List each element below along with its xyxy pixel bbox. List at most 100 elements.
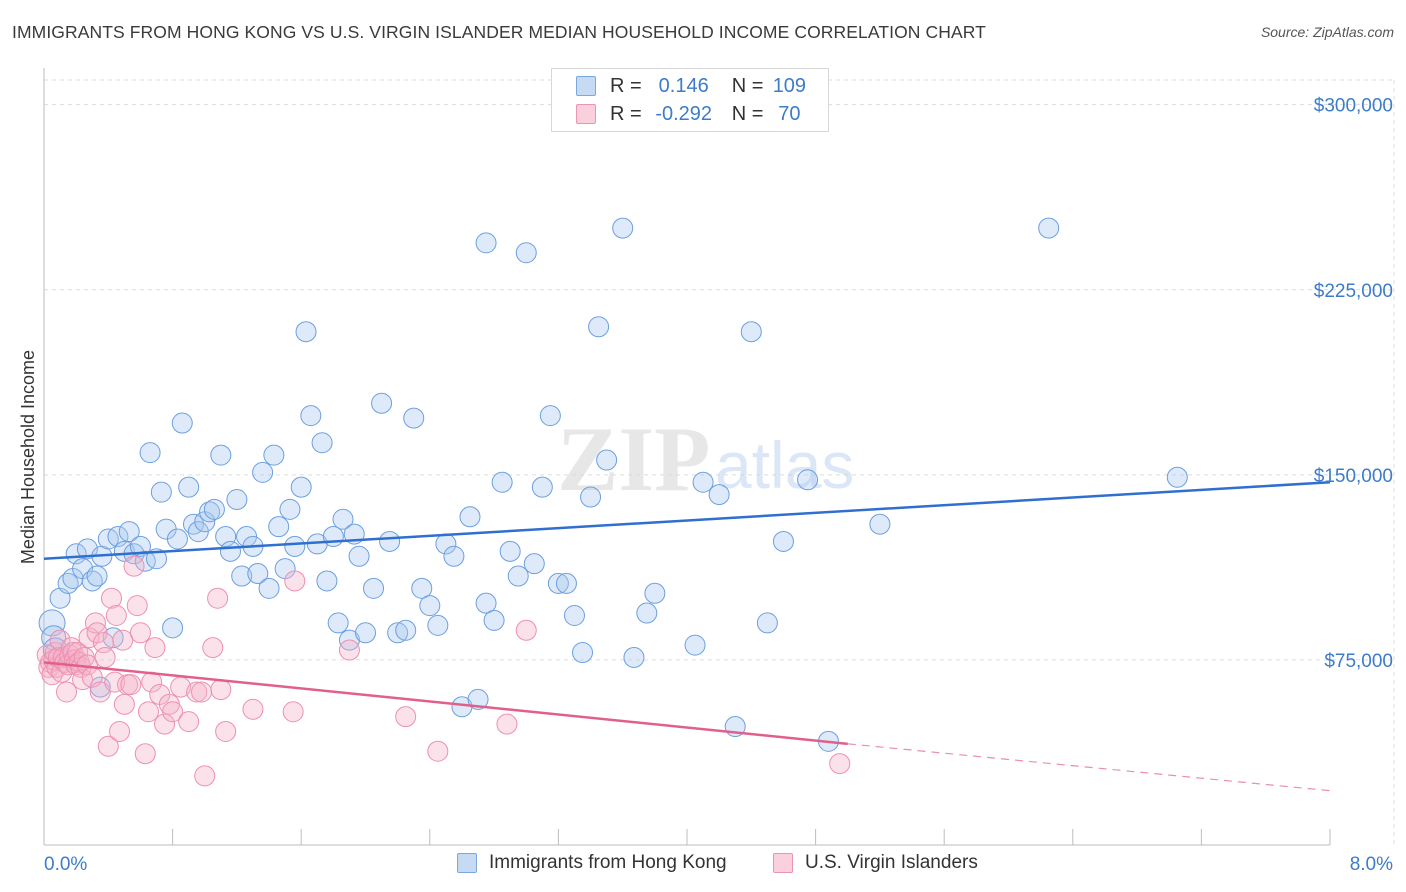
point-hong-kong bbox=[290, 476, 312, 498]
point-hong-kong bbox=[572, 642, 594, 664]
point-hong-kong bbox=[150, 481, 172, 503]
point-hong-kong bbox=[539, 405, 561, 427]
point-hong-kong bbox=[475, 592, 497, 614]
point-virgin-islanders bbox=[144, 637, 166, 659]
point-hong-kong bbox=[268, 516, 290, 538]
point-hong-kong bbox=[797, 469, 819, 491]
point-hong-kong bbox=[300, 405, 322, 427]
series-legend-virgin-islanders[interactable]: U.S. Virgin Islanders bbox=[773, 852, 978, 874]
point-hong-kong bbox=[580, 486, 602, 508]
point-hong-kong bbox=[252, 461, 274, 483]
point-hong-kong bbox=[118, 521, 140, 543]
point-hong-kong bbox=[403, 407, 425, 429]
point-virgin-islanders bbox=[129, 622, 151, 644]
point-hong-kong bbox=[178, 476, 200, 498]
point-virgin-islanders bbox=[242, 698, 264, 720]
point-hong-kong bbox=[459, 506, 481, 528]
point-hong-kong bbox=[475, 232, 497, 254]
point-virgin-islanders bbox=[496, 713, 518, 735]
watermark-zip: ZIP bbox=[557, 408, 710, 510]
point-virgin-islanders bbox=[202, 637, 224, 659]
point-hong-kong bbox=[411, 577, 433, 599]
x-tick-label: 0.0% bbox=[44, 854, 87, 875]
point-virgin-islanders bbox=[282, 701, 304, 723]
point-hong-kong bbox=[371, 392, 393, 414]
point-virgin-islanders bbox=[101, 587, 123, 609]
point-virgin-islanders bbox=[215, 720, 237, 742]
point-virgin-islanders bbox=[210, 679, 232, 701]
legend-n-value: 109 bbox=[772, 74, 807, 97]
point-hong-kong bbox=[355, 622, 376, 644]
point-virgin-islanders bbox=[186, 681, 208, 703]
point-virgin-islanders bbox=[109, 720, 131, 742]
point-virgin-islanders bbox=[137, 701, 159, 723]
point-hong-kong bbox=[692, 471, 714, 493]
point-hong-kong bbox=[162, 617, 184, 639]
point-hong-kong bbox=[563, 605, 585, 626]
watermark: ZIP atlas bbox=[557, 408, 854, 510]
series-legend-hong-kong[interactable]: Immigrants from Hong Kong bbox=[457, 852, 727, 874]
legend-swatch-pink bbox=[576, 104, 596, 124]
point-hong-kong bbox=[555, 572, 577, 594]
point-virgin-islanders bbox=[49, 629, 71, 651]
legend-n-value: 70 bbox=[778, 102, 801, 125]
legend-r-value: 0.146 bbox=[658, 74, 709, 97]
point-hong-kong bbox=[684, 634, 706, 656]
point-hong-kong bbox=[322, 526, 344, 548]
series-swatch-pink bbox=[773, 853, 793, 873]
stats-legend: R = 0.146 N = 109 R = -0.292 N = 70 bbox=[551, 68, 829, 132]
point-virgin-islanders bbox=[134, 743, 156, 765]
point-hong-kong bbox=[284, 535, 306, 557]
point-virgin-islanders bbox=[104, 671, 126, 693]
point-virgin-islanders bbox=[56, 681, 78, 703]
point-hong-kong bbox=[547, 572, 569, 594]
chart-title: IMMIGRANTS FROM HONG KONG VS U.S. VIRGIN… bbox=[12, 22, 986, 42]
series-legend: Immigrants from Hong Kong U.S. Virgin Is… bbox=[0, 852, 1406, 878]
point-hong-kong bbox=[295, 321, 317, 343]
legend-swatch-blue bbox=[576, 76, 596, 96]
point-hong-kong bbox=[395, 619, 417, 641]
trend-line-virgin-islanders bbox=[43, 661, 848, 746]
point-hong-kong bbox=[311, 432, 333, 454]
x-tick-label: 8.0% bbox=[1350, 854, 1393, 875]
legend-n-label: N = bbox=[731, 74, 764, 97]
point-virgin-islanders bbox=[395, 706, 417, 728]
point-hong-kong bbox=[523, 553, 545, 575]
point-hong-kong bbox=[419, 595, 441, 617]
point-hong-kong bbox=[171, 412, 193, 434]
point-hong-kong bbox=[210, 444, 232, 466]
legend-r-label: R = bbox=[610, 102, 642, 125]
y-tick-label: $75,000 bbox=[1324, 651, 1393, 672]
point-hong-kong bbox=[139, 442, 161, 464]
point-hong-kong bbox=[1166, 466, 1188, 488]
point-hong-kong bbox=[491, 471, 513, 493]
legend-row-virgin-islanders: R = -0.292 N = 70 bbox=[552, 100, 815, 128]
point-hong-kong bbox=[772, 530, 794, 552]
point-virgin-islanders bbox=[123, 555, 145, 577]
point-hong-kong bbox=[708, 484, 730, 506]
point-virgin-islanders bbox=[105, 605, 127, 626]
point-virgin-islanders bbox=[94, 646, 116, 668]
point-hong-kong bbox=[226, 489, 248, 511]
trend-line-hong-kong bbox=[43, 480, 1331, 560]
point-hong-kong bbox=[740, 321, 762, 343]
point-hong-kong bbox=[427, 614, 449, 636]
series-legend-label: Immigrants from Hong Kong bbox=[489, 852, 727, 873]
point-virgin-islanders bbox=[162, 701, 184, 723]
point-hong-kong bbox=[348, 545, 370, 567]
point-hong-kong bbox=[231, 565, 253, 587]
axes bbox=[43, 68, 1331, 846]
point-virgin-islanders bbox=[112, 629, 134, 651]
legend-r-value: -0.292 bbox=[655, 102, 713, 125]
point-virgin-islanders bbox=[113, 693, 135, 715]
point-hong-kong bbox=[443, 545, 465, 567]
y-tick-label: $150,000 bbox=[1314, 466, 1393, 487]
point-virgin-islanders bbox=[284, 570, 306, 592]
point-hong-kong bbox=[387, 622, 409, 644]
legend-r-label: R = bbox=[610, 74, 642, 97]
point-virgin-islanders bbox=[515, 619, 537, 641]
legend-n-label: N = bbox=[731, 102, 764, 125]
point-hong-kong bbox=[756, 612, 778, 634]
data-points bbox=[36, 217, 1188, 787]
point-hong-kong bbox=[86, 565, 108, 587]
